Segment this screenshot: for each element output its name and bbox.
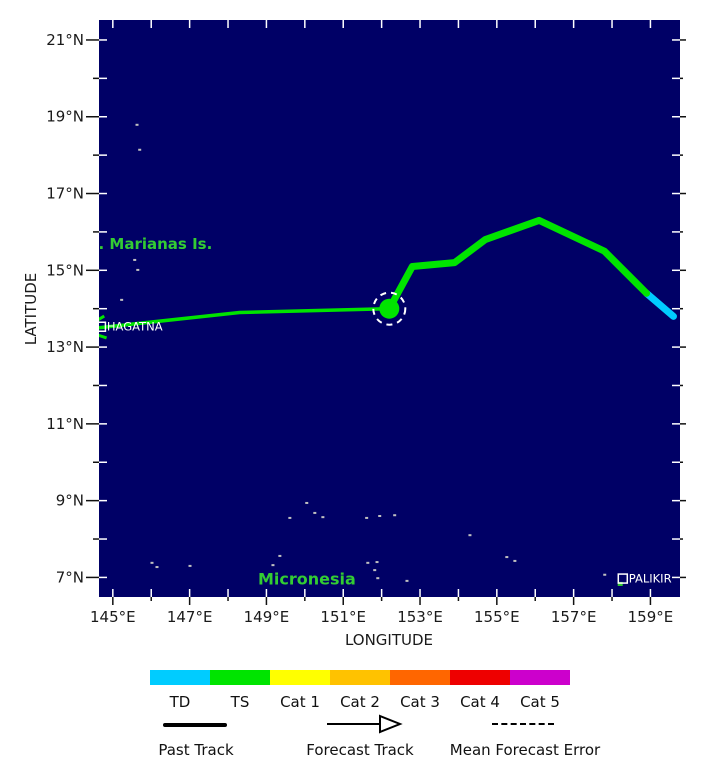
axis-ticks-layer: 145°E 147°E 149°E 151°E 153°E 155°E 157°E 159°E… bbox=[46, 20, 686, 626]
island-speck bbox=[365, 516, 369, 519]
past-track-line bbox=[643, 289, 677, 320]
island-speck bbox=[133, 258, 137, 261]
forecast-track-line bbox=[99, 306, 392, 330]
past-track-label: Past Track bbox=[158, 741, 234, 759]
city-marker-hagatna bbox=[99, 321, 107, 332]
intensity-category-labels: TD TS Cat 1 Cat 2 Cat 3 Cat 4 Cat 5 bbox=[150, 693, 570, 711]
geo-label-marianas: N. Marianas Is. bbox=[86, 235, 212, 253]
y-tick-label: 7°N bbox=[56, 568, 84, 586]
past-track-line-symbol bbox=[163, 723, 227, 727]
island-specks bbox=[120, 123, 623, 586]
label-ts: TS bbox=[230, 693, 250, 711]
x-tick-label: 149°E bbox=[244, 608, 290, 626]
island-speck-green bbox=[617, 581, 623, 586]
island-speck bbox=[603, 573, 607, 576]
swatch-cat3 bbox=[390, 670, 450, 685]
island-speck bbox=[188, 564, 192, 567]
label-cat4: Cat 4 bbox=[460, 693, 500, 711]
swatch-cat1 bbox=[270, 670, 330, 685]
swatch-td bbox=[150, 670, 210, 685]
label-cat3: Cat 3 bbox=[400, 693, 440, 711]
y-tick-label: 19°N bbox=[46, 108, 84, 126]
city-label-hagatna: HAGATNA bbox=[107, 320, 163, 334]
y-tick-label: 11°N bbox=[46, 415, 84, 433]
label-td: TD bbox=[169, 693, 191, 711]
mean-forecast-error-dash-symbol bbox=[492, 723, 554, 725]
island-speck bbox=[513, 559, 517, 562]
city-marker-palikir bbox=[617, 573, 629, 584]
past-track-line bbox=[385, 216, 651, 313]
island-speck bbox=[378, 514, 382, 517]
map-content-layer: N. Marianas Is. Micronesia HAGATNA PALIKIR bbox=[86, 123, 677, 589]
swatch-ts bbox=[210, 670, 270, 685]
label-cat5: Cat 5 bbox=[520, 693, 560, 711]
geo-label-micronesia: Micronesia bbox=[258, 570, 356, 589]
swatch-cat4 bbox=[450, 670, 510, 685]
mean-forecast-error-label: Mean Forecast Error bbox=[449, 741, 601, 759]
island-speck bbox=[135, 123, 139, 126]
label-cat2: Cat 2 bbox=[340, 693, 380, 711]
y-tick-label: 9°N bbox=[56, 492, 84, 510]
island-speck bbox=[376, 577, 380, 580]
island-speck bbox=[505, 556, 509, 559]
city-label-palikir: PALIKIR bbox=[629, 572, 672, 586]
forecast-track-label: Forecast Track bbox=[306, 741, 414, 759]
swatch-cat5 bbox=[510, 670, 570, 685]
swatch-cat2 bbox=[330, 670, 390, 685]
island-speck bbox=[375, 561, 379, 564]
x-tick-label: 159°E bbox=[628, 608, 674, 626]
y-axis-title: LATITUDE bbox=[22, 273, 40, 346]
x-tick-label: 145°E bbox=[90, 608, 136, 626]
island-speck bbox=[288, 516, 292, 519]
island-speck bbox=[138, 148, 142, 151]
mean-forecast-error-circle bbox=[372, 291, 407, 326]
x-axis-title: LONGITUDE bbox=[345, 631, 433, 649]
x-tick-label: 153°E bbox=[397, 608, 443, 626]
island-speck bbox=[321, 516, 325, 519]
island-speck bbox=[278, 554, 282, 557]
y-tick-label: 17°N bbox=[46, 185, 84, 203]
y-tick-label: 13°N bbox=[46, 338, 84, 356]
island-speck bbox=[155, 566, 159, 569]
x-tick-label: 147°E bbox=[167, 608, 213, 626]
y-tick-label: 21°N bbox=[46, 31, 84, 49]
island-speck bbox=[120, 298, 124, 301]
island-speck bbox=[136, 268, 140, 271]
y-tick-label: 15°N bbox=[46, 261, 84, 279]
island-speck bbox=[313, 511, 317, 514]
intensity-colorbar bbox=[150, 670, 570, 685]
island-speck bbox=[373, 569, 377, 572]
label-cat1: Cat 1 bbox=[280, 693, 320, 711]
legend: TD TS Cat 1 Cat 2 Cat 3 Cat 4 Cat 5 Past… bbox=[0, 660, 720, 759]
island-speck bbox=[393, 514, 397, 517]
current-position-dot bbox=[379, 298, 400, 319]
forecast-track-arrow-symbol bbox=[327, 714, 403, 734]
island-speck bbox=[150, 561, 154, 564]
x-tick-label: 155°E bbox=[474, 608, 520, 626]
x-tick-label: 151°E bbox=[320, 608, 366, 626]
island-speck bbox=[271, 564, 275, 567]
x-tick-label: 157°E bbox=[551, 608, 597, 626]
island-speck bbox=[468, 534, 472, 537]
island-speck bbox=[366, 561, 370, 564]
hurricane-track-map: N. Marianas Is.MicronesiaHAGATNAPALIKIR … bbox=[22, 20, 686, 649]
island-speck bbox=[305, 501, 309, 504]
island-speck bbox=[405, 579, 409, 582]
